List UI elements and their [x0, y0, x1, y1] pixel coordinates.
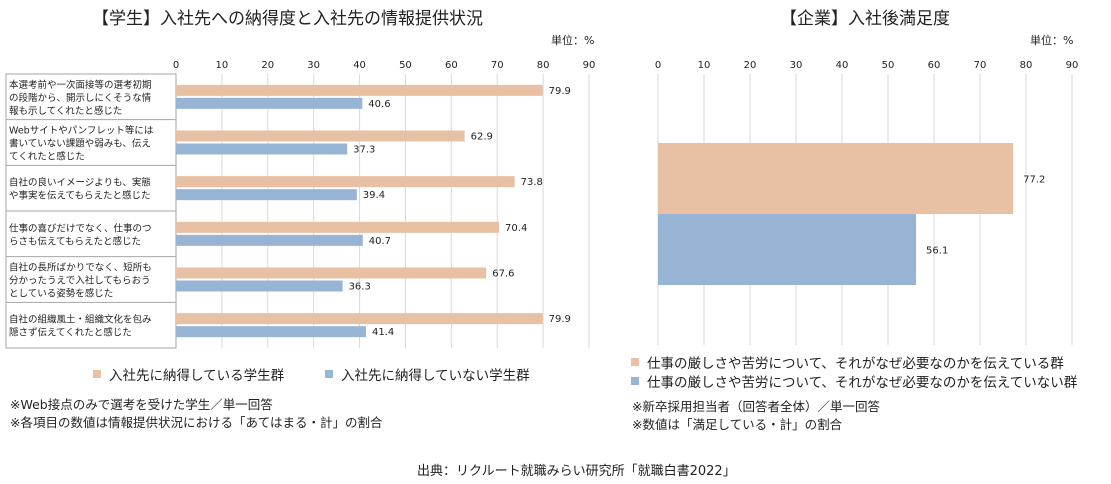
left-legend-label-2: 入社先に納得していない学生群	[341, 368, 530, 384]
left-bar-s1-4	[176, 221, 500, 233]
right-tick-label-90: 90	[1066, 60, 1079, 71]
left-data-label-s1-1: 79.9	[549, 86, 571, 97]
right-bar-s2	[658, 214, 917, 285]
left-tick-label-20: 20	[261, 60, 274, 71]
left-data-label-s1-3: 73.8	[521, 177, 543, 188]
left-tick-label-90: 90	[583, 60, 596, 71]
left-category-label-5-line-2: 分かったうえで入社してもらおう	[9, 275, 150, 287]
left-category-label-6-line-2: 隠さず伝えてくれたと感じた	[9, 327, 132, 339]
right-tick-label-50: 50	[882, 60, 895, 71]
left-tick-label-80: 80	[537, 60, 550, 71]
right-note-2: ※数値は「満足している・計」の割合	[632, 417, 843, 432]
left-tick-label-50: 50	[399, 60, 412, 71]
left-tick-label-30: 30	[307, 60, 320, 71]
left-category-label-5-line-3: としている姿勢を感じた	[9, 288, 113, 300]
left-data-label-s1-5: 67.6	[492, 269, 514, 280]
left-note-2: ※各項目の数値は情報提供状況における「あてはまる・計」の割合	[10, 415, 383, 430]
right-chart-plot: 0 10 20 30 40 50 60 70 80 90 77.2 56.1	[655, 60, 1079, 345]
left-tick-label-10: 10	[216, 60, 229, 71]
left-data-label-s2-4: 40.7	[369, 236, 391, 247]
left-bar-s2-2	[176, 143, 348, 155]
left-category-label-1-line-3: 報も示してくれたと感じた	[9, 105, 122, 117]
left-legend-item-1: 入社先に納得している学生群	[93, 364, 284, 384]
right-bar-s1	[658, 143, 1014, 214]
left-legend-swatch-1	[93, 370, 101, 378]
right-chart-unit-label: 単位：%	[1030, 34, 1074, 47]
right-tick-label-40: 40	[836, 60, 849, 71]
left-bar-s1-3	[176, 176, 515, 188]
right-tick-label-10: 10	[698, 60, 711, 71]
left-bar-s2-4	[176, 234, 363, 246]
left-bar-s2-6	[176, 326, 366, 338]
right-data-label-s2: 56.1	[926, 246, 948, 257]
left-category-label-2-line-1: Webサイトやパンフレット等には	[9, 125, 154, 137]
source-note: 出典：リクルート就職みらい研究所「就職白書2022」	[417, 464, 736, 479]
right-chart-title: 【企業】入社後満足度	[780, 9, 950, 29]
left-bar-s1-6	[176, 313, 543, 325]
left-data-label-s2-1: 40.6	[368, 99, 390, 110]
left-category-label-3-line-1: 自社の良いイメージよりも、実態	[9, 177, 151, 189]
left-category-label-3-line-2: や事実を伝えてもらえたと感じた	[9, 190, 151, 202]
left-data-label-s2-3: 39.4	[363, 190, 385, 201]
right-tick-label-0: 0	[655, 60, 661, 71]
left-data-label-s1-6: 79.9	[549, 314, 571, 325]
left-data-label-s2-5: 36.3	[349, 282, 371, 293]
right-data-label-s1: 77.2	[1023, 175, 1045, 186]
left-category-label-4-line-2: らさも伝えてもらえたと感じた	[9, 235, 141, 247]
right-legend-label-1: 仕事の厳しさや苦労について、それがなぜ必要なのかを伝えている群	[647, 356, 1064, 372]
left-data-label-s1-4: 70.4	[505, 223, 527, 234]
left-category-label-2-line-3: てくれたと感じた	[9, 151, 85, 163]
right-legend-item-1: 仕事の厳しさや苦労について、それがなぜ必要なのかを伝えている群	[631, 352, 1064, 372]
left-chart-plot: 0 10 20 30 40 50 60 70 80 90 本選考前や一次面接等の選考初期の段階から、…	[5, 60, 596, 349]
left-tick-label-0: 0	[173, 60, 179, 71]
left-category-label-1-line-2: の段階から、開示しにくそうな情	[9, 92, 152, 104]
left-bar-s2-3	[176, 189, 357, 201]
left-note-1: ※Web接点のみで選考を受けた学生／単一回答	[10, 397, 273, 412]
right-legend-swatch-1	[631, 358, 639, 366]
left-data-label-s2-2: 37.3	[353, 145, 375, 156]
right-tick-label-80: 80	[1020, 60, 1033, 71]
left-category-label-6-line-1: 自社の組織風土・組織文化を包み	[9, 314, 152, 326]
left-chart-unit-label: 単位：%	[551, 34, 595, 47]
left-bar-s1-1	[176, 84, 543, 96]
right-legend-swatch-2	[631, 377, 639, 385]
left-bar-s1-5	[176, 267, 487, 279]
left-category-label-5-line-1: 自社の長所ばかりでなく、短所も	[9, 262, 152, 274]
left-category-label-2-line-2: 書いていない課題や弱みも、伝え	[9, 138, 151, 150]
left-data-label-s2-6: 41.4	[372, 327, 394, 338]
left-tick-label-40: 40	[353, 60, 366, 71]
left-category-label-1-line-1: 本選考前や一次面接等の選考初期	[9, 79, 152, 91]
left-bar-s2-1	[176, 97, 363, 109]
left-bar-s2-5	[176, 280, 343, 292]
left-tick-label-60: 60	[445, 60, 458, 71]
left-legend-label-1: 入社先に納得している学生群	[109, 368, 285, 384]
right-legend-label-2: 仕事の厳しさや苦労について、それがなぜ必要なのかを伝えていない群	[647, 375, 1078, 391]
left-data-label-s1-2: 62.9	[471, 132, 493, 143]
left-bar-s1-2	[176, 130, 465, 142]
right-tick-label-70: 70	[974, 60, 987, 71]
left-legend-swatch-2	[325, 370, 333, 378]
right-note-1: ※新卒採用担当者（回答者全体）／単一回答	[632, 399, 880, 414]
left-legend-item-2: 入社先に納得していない学生群	[325, 364, 530, 384]
left-chart-title: 【学生】入社先への納得度と入社先の情報提供状況	[92, 9, 483, 29]
right-tick-label-60: 60	[928, 60, 941, 71]
right-tick-label-30: 30	[790, 60, 803, 71]
left-category-label-4-line-1: 仕事の喜びだけでなく、仕事のつ	[9, 222, 152, 234]
left-tick-label-70: 70	[491, 60, 504, 71]
right-legend-item-2: 仕事の厳しさや苦労について、それがなぜ必要なのかを伝えていない群	[631, 371, 1077, 391]
right-tick-label-20: 20	[744, 60, 757, 71]
